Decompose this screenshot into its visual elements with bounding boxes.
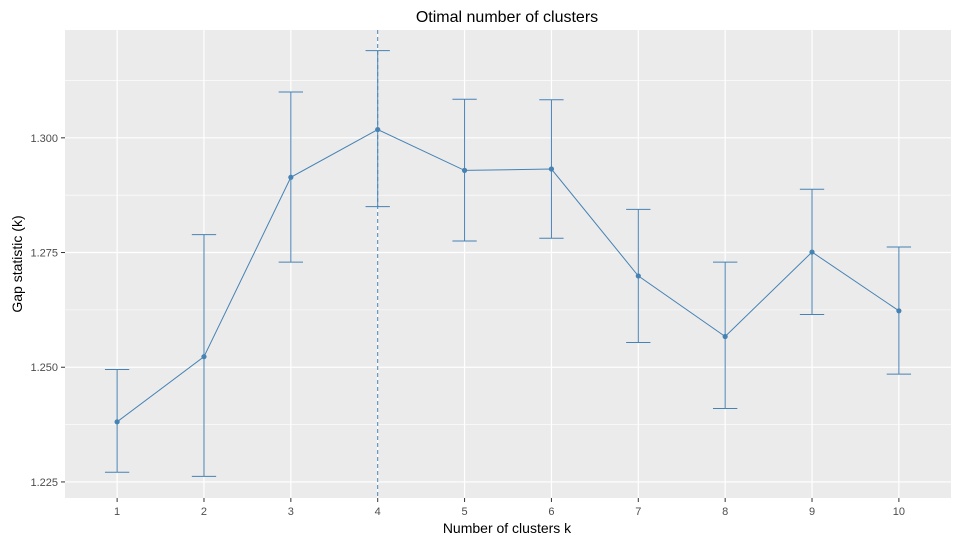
y-tick-label: 1.250 (30, 362, 58, 374)
x-tick-label: 5 (462, 506, 468, 518)
series-line (116, 129, 900, 423)
x-tick-label: 7 (635, 506, 641, 518)
x-tick-label: 4 (375, 506, 381, 518)
y-tick-label: 1.275 (30, 248, 58, 260)
data-point (896, 308, 902, 314)
x-tick-label: 10 (893, 506, 905, 518)
x-tick-label: 1 (114, 506, 120, 518)
plot-panel (65, 30, 951, 498)
data-marks (104, 30, 912, 498)
data-point (461, 167, 468, 173)
y-axis: 1.225 1.250 1.275 1.300 (30, 133, 65, 489)
y-axis-title: Gap statistic (k) (9, 215, 25, 312)
x-tick-label: 2 (201, 506, 207, 518)
x-tick-label: 6 (548, 506, 554, 518)
x-axis: 1 2 3 4 5 6 7 8 9 10 (114, 498, 905, 518)
data-point (201, 354, 207, 360)
data-point (375, 126, 381, 133)
data-point (548, 166, 555, 172)
data-point (288, 174, 294, 180)
data-point (722, 333, 728, 340)
x-axis-title: Number of clusters k (443, 520, 572, 536)
y-tick-label: 1.300 (30, 133, 58, 145)
x-tick-label: 9 (809, 506, 815, 518)
data-point (114, 419, 120, 425)
data-point (635, 273, 641, 279)
y-tick-label: 1.225 (30, 477, 58, 489)
x-tick-label: 8 (722, 506, 728, 518)
chart-title: Otimal number of clusters (416, 9, 598, 26)
data-point (809, 249, 815, 255)
x-tick-label: 3 (288, 506, 294, 518)
